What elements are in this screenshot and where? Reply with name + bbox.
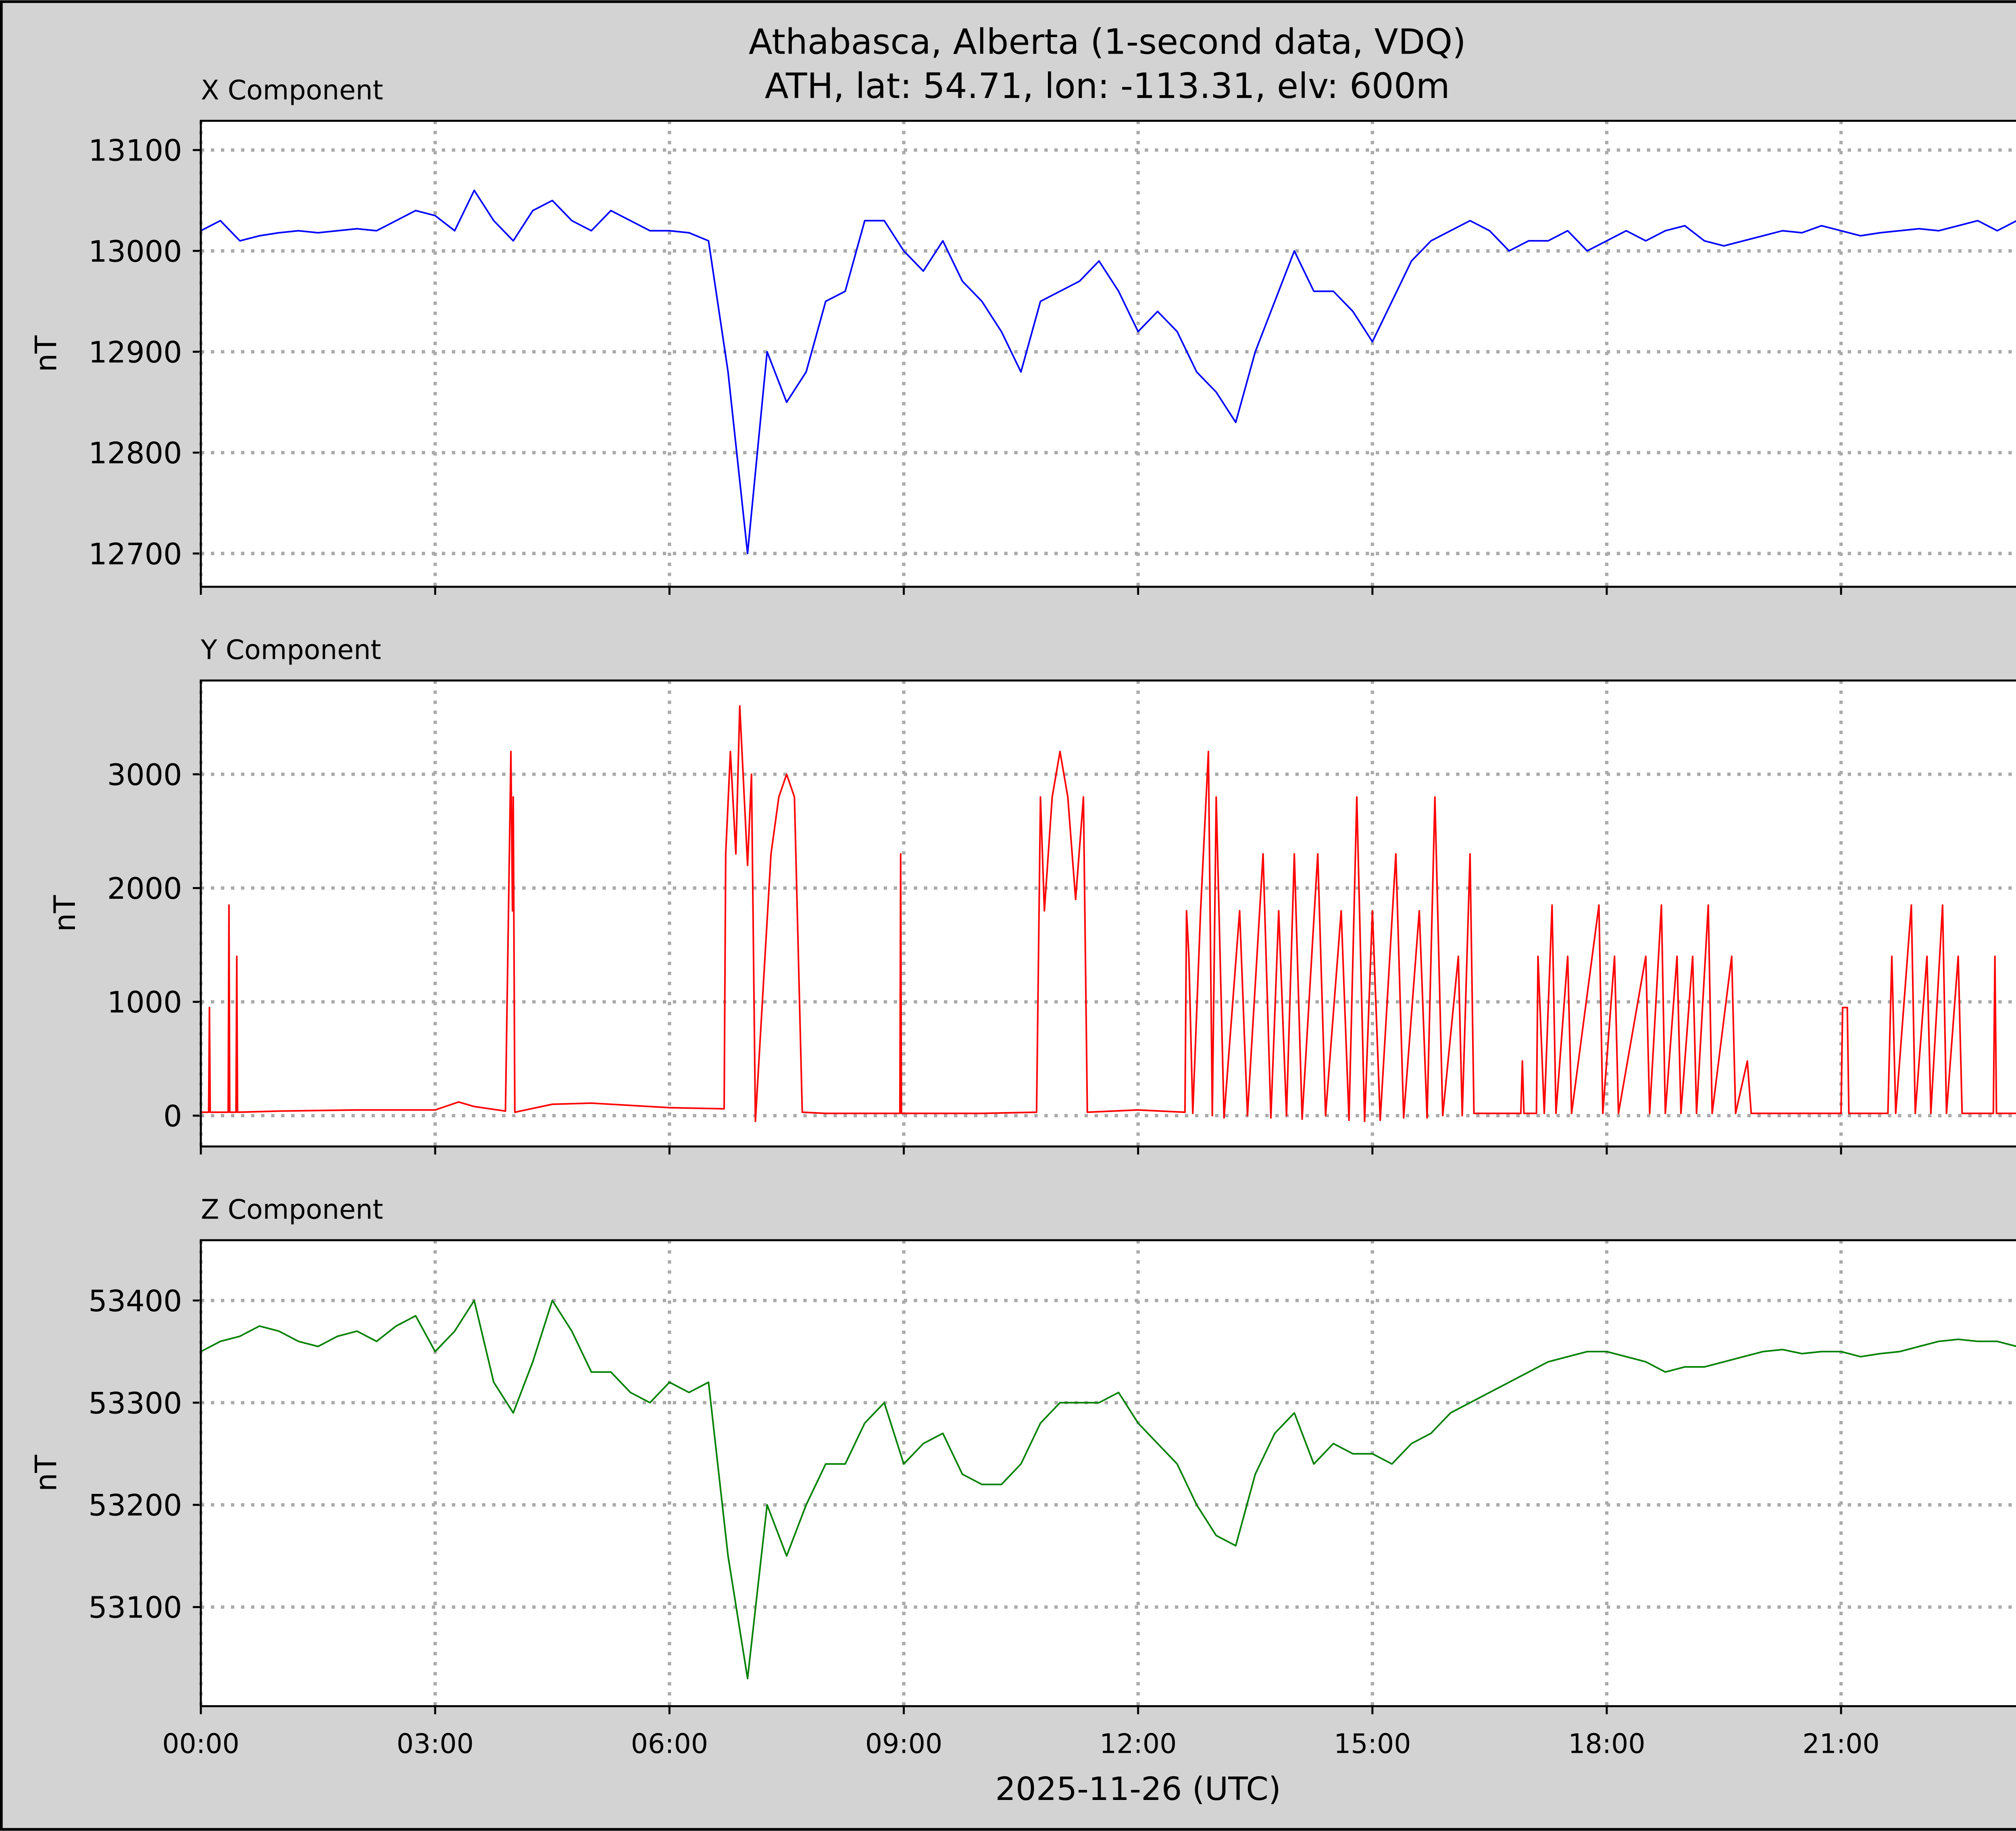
x-tick-label: 21:00 <box>1802 1728 1879 1760</box>
y-tick-label: 53100 <box>88 1591 182 1625</box>
panel-title: X Component <box>201 74 383 106</box>
y-tick-label: 12700 <box>88 537 182 571</box>
x-tick-label: 06:00 <box>631 1728 708 1760</box>
data-line <box>200 1300 2016 1679</box>
x-tick-label: 00:00 <box>162 1728 239 1760</box>
y-tick-label: 0 <box>163 1099 182 1133</box>
y-axis-label: nT <box>48 895 82 932</box>
x-axis-label: 2025-11-26 (UTC) <box>995 1770 1281 1808</box>
y-tick-label: 12900 <box>88 335 182 370</box>
data-line <box>201 705 2016 1122</box>
panel-title: Z Component <box>201 1194 383 1225</box>
y-tick-label: 3000 <box>107 758 182 792</box>
y-tick-label: 2000 <box>107 872 182 906</box>
y-tick-label: 53300 <box>88 1386 182 1421</box>
x-tick-label: 12:00 <box>1100 1728 1177 1760</box>
plot-frame <box>200 1239 2016 1707</box>
plot-frame <box>200 679 2016 1148</box>
x-tick-label: 09:00 <box>865 1728 942 1760</box>
x-tick-label: 03:00 <box>397 1728 474 1760</box>
plot-area <box>201 121 2016 587</box>
y-tick-label: 53200 <box>88 1489 182 1523</box>
x-tick-label: 15:00 <box>1334 1728 1411 1760</box>
y-axis-label: nT <box>29 1455 63 1491</box>
plot-area <box>201 680 2016 1147</box>
plot-frame <box>200 120 2016 588</box>
plot-area <box>201 1240 2016 1706</box>
panel-title: Y Component <box>200 634 381 666</box>
data-line <box>200 190 2016 554</box>
y-tick-label: 53400 <box>88 1284 182 1319</box>
suptitle: ATH, lat: 54.71, lon: -113.31, elv: 600m <box>765 66 1450 106</box>
suptitle: Athabasca, Alberta (1-second data, VDQ) <box>749 22 1466 62</box>
x-tick-label: 18:00 <box>1568 1728 1645 1760</box>
y-tick-label: 13100 <box>88 134 182 168</box>
y-tick-label: 1000 <box>107 985 182 1020</box>
y-tick-label: 12800 <box>88 436 182 471</box>
y-axis-label: nT <box>29 335 63 372</box>
y-tick-label: 13000 <box>88 235 182 269</box>
